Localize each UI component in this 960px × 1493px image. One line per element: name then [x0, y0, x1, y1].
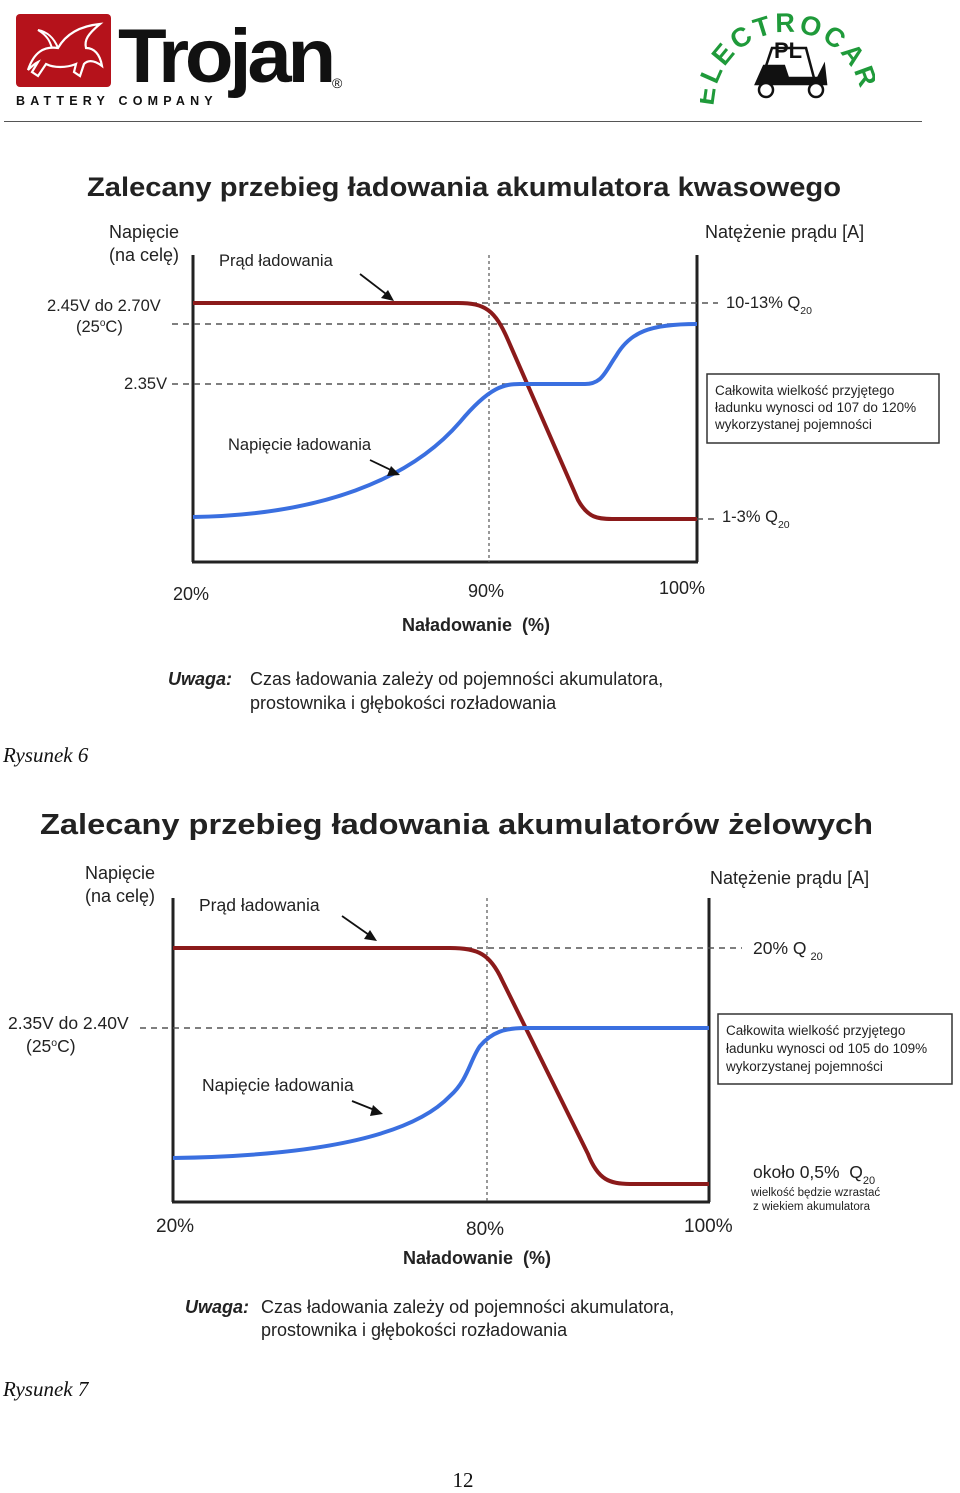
figure-7-diagram: Zalecany przebieg ładowania akumulatorów… — [8, 809, 953, 1340]
note-label: Uwaga: — [168, 669, 232, 689]
current-low-note-line-2: z wiekiem akumulatora — [753, 1201, 871, 1213]
current-curve — [193, 301, 697, 521]
golf-cart-icon — [754, 46, 828, 99]
voltage-high-temp: (25oC) — [76, 318, 123, 336]
pegasus-icon — [26, 22, 104, 78]
current-low-label: 1-3% Q20 — [722, 508, 790, 531]
info-box-line-2: ładunku wynosci od 105 do 109% — [726, 1041, 927, 1056]
figure-6-caption: Rysunek 6 — [3, 743, 89, 767]
current-low-note-line-1: wielkość będzie wzrastać — [750, 1187, 880, 1199]
note-line-2: prostownika i głębokości rozładowania — [261, 1320, 568, 1340]
figure-title: Zalecany przebieg ładowania akumulatora … — [87, 172, 841, 202]
x-tick-label: 20% — [173, 584, 209, 604]
current-high-label: 20% Q 20 — [753, 938, 823, 963]
voltage-high-label: 2.45V do 2.70V — [47, 297, 161, 315]
voltage-curve — [172, 1026, 709, 1160]
voltage-curve — [192, 322, 698, 519]
info-box-line-3: wykorzystanej pojemności — [725, 1059, 883, 1074]
figure-title: Zalecany przebieg ładowania akumulatorów… — [40, 809, 873, 841]
note-line-2: prostownika i głębokości rozładowania — [250, 693, 557, 713]
page-number: 12 — [452, 1468, 474, 1492]
left-axis-label: Napięcie — [85, 863, 155, 883]
current-arrow — [359, 273, 391, 298]
pegasus-wing-icon — [37, 29, 59, 49]
trojan-registered-mark: ® — [332, 75, 343, 91]
x-tick-label: 80% — [466, 1219, 504, 1240]
figure-6-diagram: Zalecany przebieg ładowania akumulatora … — [47, 172, 940, 713]
header-divider — [4, 121, 922, 122]
current-arrow-head — [381, 290, 394, 301]
left-axis-sublabel: (na celę) — [85, 886, 155, 906]
figure-7: Zalecany przebieg ładowania akumulatorów… — [0, 798, 960, 1358]
voltage-mid-label: 2.35V — [124, 375, 167, 393]
current-curve-label: Prąd ładowania — [199, 895, 320, 915]
page-header: Trojan ® BATTERY COMPANY ELECTROCAR PL — [0, 0, 960, 125]
left-axis-sublabel: (na celę) — [109, 245, 179, 265]
current-curve — [173, 946, 709, 1186]
voltage-high-temp: (25oC) — [26, 1036, 76, 1056]
voltage-arrow-head — [370, 1105, 383, 1116]
current-arrow-head — [364, 930, 377, 941]
info-box-line-1: Całkowita wielkość przyjętego — [715, 383, 894, 398]
trojan-subtitle: BATTERY COMPANY — [16, 94, 218, 108]
current-curve-label: Prąd ładowania — [219, 252, 334, 270]
info-box — [706, 373, 940, 444]
note-label: Uwaga: — [185, 1297, 249, 1317]
right-axis-label: Natężenie prądu [A] — [705, 222, 864, 242]
x-axis-label: Naładowanie (%) — [402, 615, 550, 635]
figure-6: Zalecany przebieg ładowania akumulatora … — [0, 160, 960, 720]
current-high-label: 10-13% Q20 — [726, 294, 812, 317]
voltage-curve-label: Napięcie ładowania — [202, 1075, 354, 1095]
x-tick-label: 100% — [684, 1216, 733, 1237]
right-axis-label: Natężenie prądu [A] — [710, 868, 869, 888]
electrocar-logo: ELECTROCAR PL — [700, 8, 875, 107]
voltage-high-label: 2.35V do 2.40V — [8, 1013, 129, 1033]
voltage-curve-label: Napięcie ładowania — [228, 436, 372, 454]
note-line-1: Czas ładowania zależy od pojemności akum… — [261, 1297, 674, 1317]
voltage-arrow-head — [387, 466, 400, 476]
current-arrow — [341, 915, 373, 938]
info-box-line-2: ładunku wynosci od 107 do 120% — [715, 400, 916, 415]
x-tick-label: 100% — [659, 578, 705, 598]
left-axis-label: Napięcie — [109, 222, 179, 242]
info-box — [717, 1013, 953, 1085]
x-tick-label: 90% — [468, 581, 504, 601]
trojan-logo: Trojan ® BATTERY COMPANY — [16, 14, 343, 108]
note-line-1: Czas ładowania zależy od pojemności akum… — [250, 669, 663, 689]
current-low-label: około 0,5% Q20 — [753, 1162, 875, 1187]
info-box-line-3: wykorzystanej pojemności — [714, 417, 872, 432]
info-box-line-1: Całkowita wielkość przyjętego — [726, 1023, 905, 1038]
electrocar-pl: PL — [774, 38, 802, 63]
x-axis-label: Naładowanie (%) — [403, 1248, 551, 1268]
x-tick-label: 20% — [156, 1216, 194, 1237]
trojan-wordmark: Trojan — [118, 14, 332, 99]
figure-7-caption: Rysunek 7 — [3, 1377, 89, 1401]
